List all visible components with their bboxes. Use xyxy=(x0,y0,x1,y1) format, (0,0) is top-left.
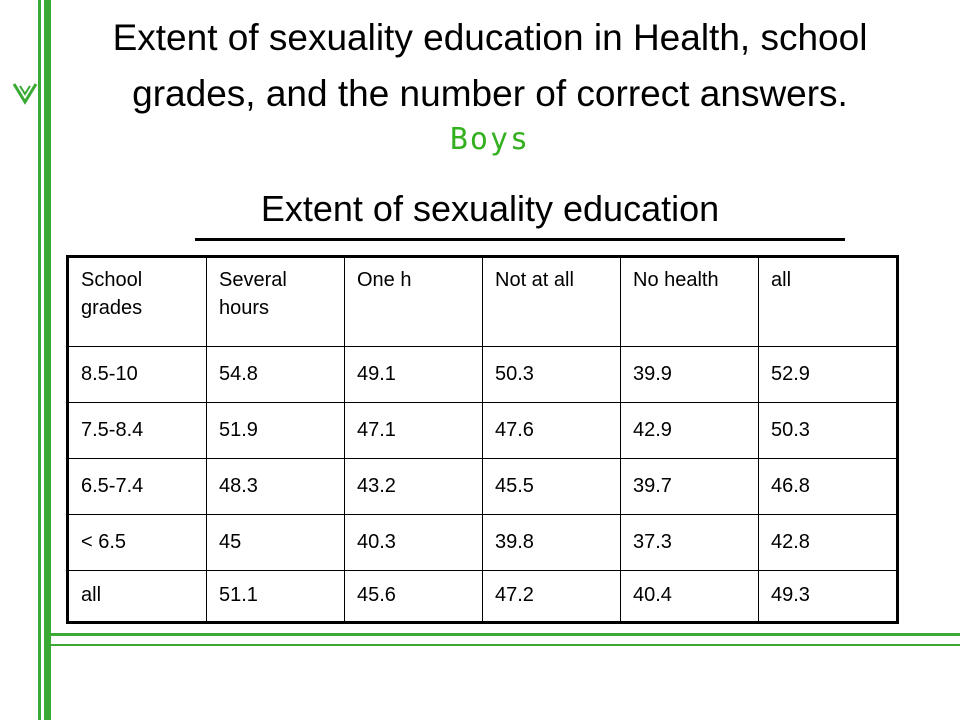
table-cell: 49.3 xyxy=(758,570,898,623)
table-cell: 39.8 xyxy=(482,514,621,571)
table-cell: 48.3 xyxy=(206,458,345,515)
table-cell: 50.3 xyxy=(482,346,621,403)
title: grades, and the number of correct answer… xyxy=(132,73,848,114)
table-row: 6.5-7.4 48.3 43.2 45.5 39.7 46.8 xyxy=(67,458,898,515)
table-cell: 40.4 xyxy=(620,570,759,623)
column-header: One h xyxy=(344,256,483,347)
table-cell: 51.1 xyxy=(206,570,345,623)
header-row: School grades Several hours One h Not at al… xyxy=(67,256,898,347)
table-row: all 51.1 45.6 47.2 40.4 49.3 xyxy=(67,570,898,623)
side-bar xyxy=(44,0,51,720)
data-table: School grades Several hours One h Not at al… xyxy=(66,255,899,624)
table-cell: 39.7 xyxy=(620,458,759,515)
row-header: < 6.5 xyxy=(67,514,207,571)
table-cell: 50.3 xyxy=(758,402,898,459)
column-header: Several hours xyxy=(206,256,345,347)
bottom-rule xyxy=(50,644,960,646)
subtitle: Boys xyxy=(449,122,531,157)
logo xyxy=(12,83,38,105)
table-row: 7.5-8.4 51.9 47.1 47.6 42.9 50.3 xyxy=(67,402,898,459)
side-rule xyxy=(38,0,41,720)
table-cell: 47.1 xyxy=(344,402,483,459)
row-header: 8.5-10 xyxy=(67,346,207,403)
caption-underline xyxy=(195,238,845,241)
table-cell: 52.9 xyxy=(758,346,898,403)
row-header: 7.5-8.4 xyxy=(67,402,207,459)
row-header: 6.5-7.4 xyxy=(67,458,207,515)
table-cell: 42.9 xyxy=(620,402,759,459)
table-cell: 47.2 xyxy=(482,570,621,623)
table-cell: 45 xyxy=(206,514,345,571)
table-row: < 6.5 45 40.3 39.8 37.3 42.8 xyxy=(67,514,898,571)
table-cell: 45.6 xyxy=(344,570,483,623)
column-header: No health xyxy=(620,256,759,347)
table-cell: 46.8 xyxy=(758,458,898,515)
table-caption: Extent of sexuality education xyxy=(260,188,720,229)
table-cell: 37.3 xyxy=(620,514,759,571)
table-cell: 40.3 xyxy=(344,514,483,571)
table-cell: 49.1 xyxy=(344,346,483,403)
row-header: all xyxy=(67,570,207,623)
bottom-rule xyxy=(50,633,960,636)
table-cell: 54.8 xyxy=(206,346,345,403)
table-cell: 47.6 xyxy=(482,402,621,459)
table-row: 8.5-10 54.8 49.1 50.3 39.9 52.9 xyxy=(67,346,898,403)
column-header: all xyxy=(758,256,898,347)
table-cell: 45.5 xyxy=(482,458,621,515)
title: Extent of sexuality education in Health,… xyxy=(112,17,868,58)
table-cell: 42.8 xyxy=(758,514,898,571)
table-cell: 51.9 xyxy=(206,402,345,459)
table-cell: 43.2 xyxy=(344,458,483,515)
table-cell: 39.9 xyxy=(620,346,759,403)
column-header: Not at all xyxy=(482,256,621,347)
column-header: School grades xyxy=(67,256,207,347)
